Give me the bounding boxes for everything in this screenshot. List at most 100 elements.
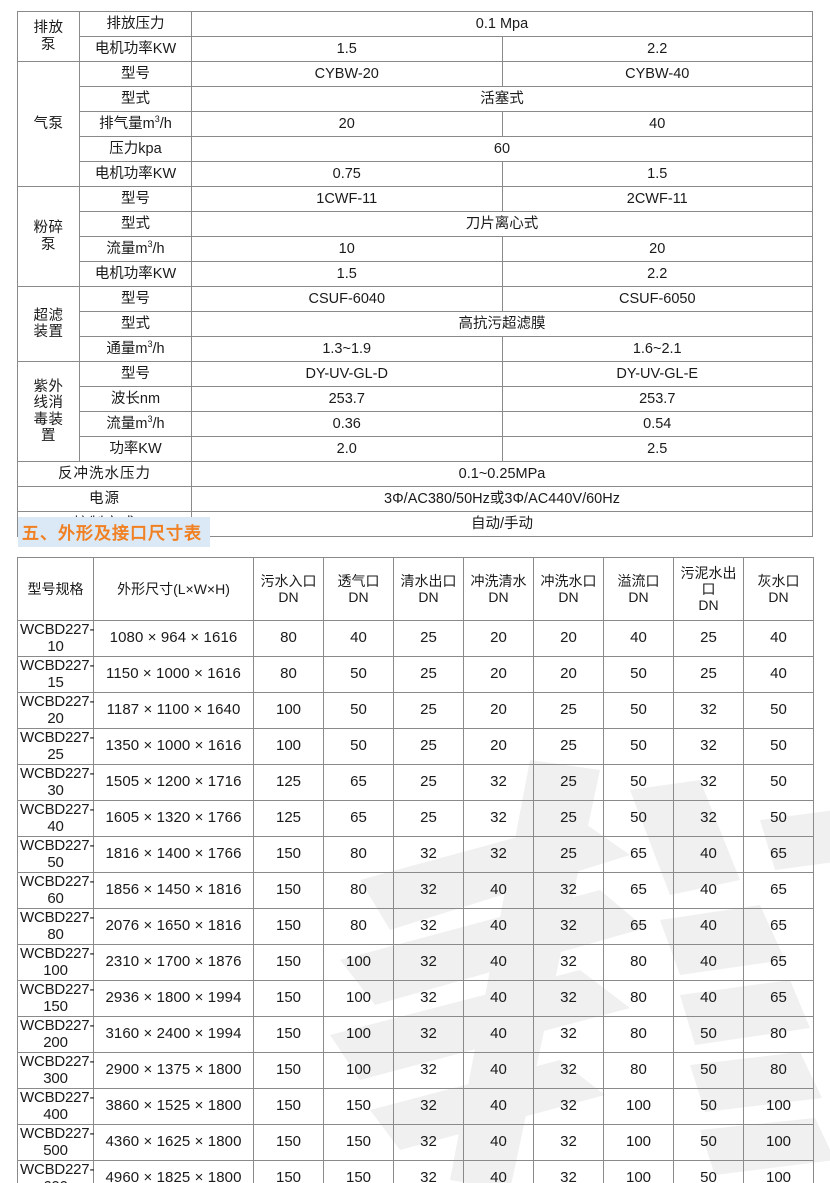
model-prefix: WCBD227- [20, 1089, 95, 1106]
dn-value-cell: 150 [253, 1088, 324, 1125]
dn-value-cell: 80 [253, 656, 324, 693]
model-number: 40 [47, 817, 64, 835]
dn-value-cell: 125 [253, 764, 324, 801]
overall-dimensions-cell: 2310 × 1700 × 1876 [93, 944, 254, 981]
param-label: 流量m3/h [79, 236, 192, 262]
value-b: 1.5 [501, 161, 813, 187]
model-number: 400 [43, 1105, 68, 1123]
table-row: 电机功率KW 1.5 2.2 [18, 261, 813, 287]
unit-superscript: 3 [147, 414, 153, 425]
table-row: 气泵 型号 CYBW-20 CYBW-40 [17, 61, 813, 187]
dimension-table: 型号规格 外形尺寸(L×W×H) 污水入口 DN 透气口 DN 清水出口 DN 冲洗清… [17, 557, 814, 1183]
param-label: 流量m3/h [79, 411, 192, 437]
dn-value-cell: 32 [533, 1088, 604, 1125]
value-b: DY-UV-GL-E [501, 361, 813, 387]
dn-value-cell: 20 [463, 692, 534, 729]
dn-value-cell: 80 [323, 872, 394, 909]
dn-value-cell: 32 [673, 764, 744, 801]
header-line2: DN [278, 589, 299, 605]
dn-value-cell: 25 [393, 728, 464, 765]
model-prefix: WCBD227- [20, 621, 95, 638]
overall-dimensions-cell: 3160 × 2400 × 1994 [93, 1016, 254, 1053]
dn-value-cell: 32 [673, 800, 744, 837]
dn-value-cell: 150 [253, 908, 324, 945]
header-line2: DN [488, 589, 509, 605]
dn-value-cell: 32 [673, 728, 744, 765]
table-row: WCBD227- 10 1080 × 964 × 1616 80 40 25 20 20 40 2… [17, 620, 814, 657]
value-full: 高抗污超滤膜 [191, 311, 813, 337]
dn-value-cell: 25 [533, 800, 604, 837]
dn-value-cell: 32 [393, 1052, 464, 1089]
unit-superscript: 3 [147, 239, 153, 250]
overall-dimensions-cell: 1350 × 1000 × 1616 [93, 728, 254, 765]
model-prefix: WCBD227- [20, 693, 95, 710]
value-a: 2.0 [191, 436, 503, 462]
dn-value-cell: 25 [393, 800, 464, 837]
dn-value-cell: 40 [323, 620, 394, 657]
model-prefix: WCBD227- [20, 873, 95, 890]
header-line2: DN [558, 589, 579, 605]
header-line1: 透气口 [337, 572, 380, 589]
model-spec-cell: WCBD227- 200 [17, 1016, 94, 1053]
table-row: 波长nm 253.7 253.7 [18, 386, 813, 412]
dn-value-cell: 20 [463, 620, 534, 657]
dn-value-cell: 50 [323, 728, 394, 765]
dn-value-cell: 65 [743, 836, 814, 873]
value-a: 1.5 [191, 36, 503, 62]
dn-value-cell: 80 [743, 1016, 814, 1053]
group-label-air-pump: 气泵 [17, 61, 80, 187]
table-row: 功率KW 2.0 2.5 [18, 436, 813, 462]
dn-value-cell: 80 [603, 980, 674, 1017]
dn-value-cell: 32 [533, 1016, 604, 1053]
column-header-clean-water-outlet: 清水出口 DN [393, 557, 464, 621]
param-label: 通量m3/h [79, 336, 192, 362]
param-label: 型式 [79, 311, 192, 337]
dn-value-cell: 40 [743, 656, 814, 693]
value-a: 0.36 [191, 411, 503, 437]
overall-dimensions-cell: 1505 × 1200 × 1716 [93, 764, 254, 801]
dn-value-cell: 40 [603, 620, 674, 657]
dn-value-cell: 25 [533, 836, 604, 873]
table-row: 流量m3/h 10 20 [18, 236, 813, 262]
dn-value-cell: 100 [323, 944, 394, 981]
param-label: 型式 [79, 211, 192, 237]
overall-dimensions-cell: 2900 × 1375 × 1800 [93, 1052, 254, 1089]
model-prefix: WCBD227- [20, 945, 95, 962]
dn-value-cell: 100 [603, 1088, 674, 1125]
column-header-flush-water-port: 冲洗水口 DN [533, 557, 604, 621]
table-row: WCBD227- 100 2310 × 1700 × 1876 150 100 32 40 3… [17, 944, 814, 981]
value-full: 60 [191, 136, 813, 162]
dn-value-cell: 32 [533, 944, 604, 981]
header-line1: 冲洗水口 [540, 572, 597, 589]
model-prefix: WCBD227- [20, 801, 95, 818]
dn-value-cell: 25 [393, 764, 464, 801]
model-number: 500 [43, 1141, 68, 1159]
dn-value-cell: 40 [463, 944, 534, 981]
dn-value-cell: 32 [533, 1160, 604, 1183]
param-label: 波长nm [79, 386, 192, 412]
table-row: 排放泵 排放压力 0.1 Mpa [17, 11, 813, 62]
dn-value-cell: 80 [603, 1016, 674, 1053]
dn-value-cell: 150 [323, 1160, 394, 1183]
table-row: 型式 刀片离心式 [18, 211, 813, 237]
dn-value-cell: 80 [603, 1052, 674, 1089]
group-label-grinder-pump: 粉碎泵 [17, 186, 80, 287]
column-header-sludge-outlet: 污泥水出口 DN [673, 557, 744, 621]
column-header-grey-water: 灰水口 DN [743, 557, 814, 621]
dn-value-cell: 80 [743, 1052, 814, 1089]
overall-dimensions-cell: 1187 × 1100 × 1640 [93, 692, 254, 729]
header-line1: 溢流口 [617, 572, 660, 589]
overall-dimensions-cell: 4360 × 1625 × 1800 [93, 1124, 254, 1161]
model-prefix: WCBD227- [20, 1053, 95, 1070]
model-spec-cell: WCBD227- 60 [17, 872, 95, 909]
model-spec-cell: WCBD227- 400 [17, 1088, 95, 1125]
param-text: 流量m [106, 415, 148, 432]
table-row: 电机功率KW 1.5 2.2 [18, 36, 813, 62]
dn-value-cell: 32 [533, 908, 604, 945]
table-row: WCBD227-6004960 × 1825 × 180015015032403… [17, 1160, 814, 1183]
value-a: CYBW-20 [191, 61, 503, 87]
dn-value-cell: 40 [463, 980, 534, 1017]
footer-value: 0.1~0.25MPa [191, 461, 813, 487]
dn-value-cell: 32 [393, 944, 464, 981]
